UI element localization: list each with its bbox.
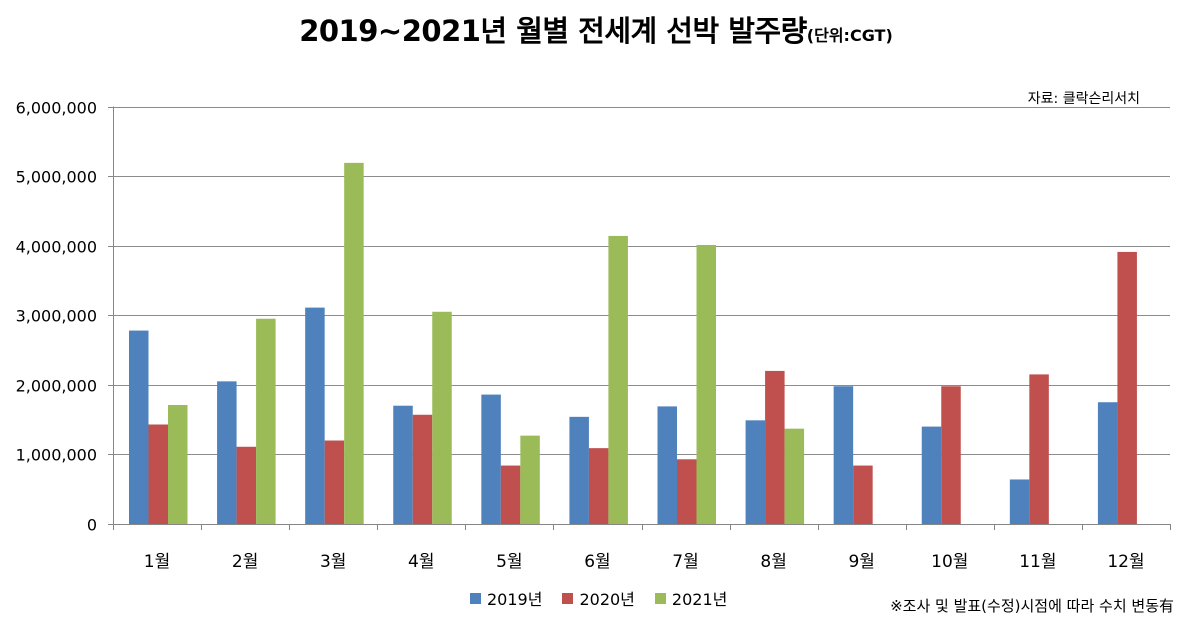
legend-item: 2019년 — [470, 586, 542, 610]
legend-item: 2020년 — [562, 586, 635, 610]
legend-item: 2021년 — [654, 586, 728, 610]
legend-label: 2020년 — [579, 590, 635, 609]
bar-2020년-3월 — [324, 440, 345, 524]
bar-2019년-1월 — [129, 330, 149, 524]
x-tick-label: 4월 — [408, 552, 434, 572]
legend: 2019년 2020년 2021년 — [470, 586, 727, 610]
y-tick-label: 2,000,000 — [16, 377, 97, 396]
bar-2019년-10월 — [921, 426, 942, 524]
bar-2020년-7월 — [677, 459, 697, 524]
bar-2020년-10월 — [941, 386, 961, 524]
bar-2019년-3월 — [305, 307, 325, 524]
chart-title-unit: (단위:CGT) — [806, 26, 893, 45]
legend-swatch — [654, 592, 666, 604]
bar-2021년-7월 — [696, 244, 716, 525]
y-tick-label: 4,000,000 — [16, 238, 97, 257]
legend-label: 2021년 — [671, 590, 728, 609]
bar-2021년-8월 — [784, 428, 805, 524]
bar-2021년-2월 — [256, 318, 276, 524]
chart-title-main: 2019~2021년 월별 전세계 선박 발주량 — [299, 14, 807, 48]
x-tick-label: 7월 — [672, 552, 698, 572]
bar-2020년-9월 — [853, 465, 873, 524]
bar-2019년-2월 — [217, 381, 237, 524]
x-tick-label: 8월 — [760, 552, 786, 572]
bar-2019년-6월 — [569, 416, 589, 524]
legend-swatch — [470, 592, 481, 604]
bar-2019년-12월 — [1097, 402, 1118, 524]
bar-2020년-4월 — [412, 414, 433, 524]
x-tick-label: 10월 — [931, 552, 968, 572]
y-tick-label: 0 — [87, 516, 97, 535]
bar-2019년-4월 — [393, 405, 413, 524]
footnote: ※조사 및 발표(수정)시점에 따라 수치 변동有 — [890, 597, 1174, 615]
x-tick-label: 12월 — [1107, 552, 1144, 572]
legend-label: 2019년 — [487, 590, 543, 609]
legend-swatch — [562, 592, 574, 604]
bar-2020년-1월 — [148, 424, 168, 524]
y-tick-label: 6,000,000 — [16, 99, 97, 118]
bar-2021년-1월 — [168, 405, 188, 524]
bar-2020년-5월 — [500, 465, 521, 524]
x-tick-label: 6월 — [584, 552, 610, 572]
bar-2021년-5월 — [520, 435, 540, 524]
x-tick-label: 5월 — [496, 552, 522, 572]
x-tick-label: 9월 — [848, 552, 874, 572]
bar-2020년-12월 — [1117, 251, 1137, 524]
y-tick-label: 5,000,000 — [16, 168, 97, 187]
x-tick-label: 3월 — [320, 552, 346, 572]
bar-2020년-2월 — [236, 446, 257, 524]
bar-2019년-5월 — [481, 394, 501, 524]
bar-2019년-11월 — [1009, 479, 1030, 524]
y-tick-label: 3,000,000 — [16, 307, 97, 326]
x-tick-label: 11월 — [1019, 552, 1056, 572]
bar-2020년-11월 — [1029, 374, 1049, 524]
bar-2019년-9월 — [833, 386, 854, 524]
bar-2021년-3월 — [344, 162, 364, 525]
bar-2019년-7월 — [657, 406, 677, 524]
x-tick-label: 2월 — [232, 552, 258, 572]
x-tick-label: 1월 — [144, 552, 170, 572]
source-note: 자료: 클락슨리서치 — [1027, 91, 1140, 107]
bar-2021년-4월 — [432, 311, 452, 524]
bar-2021년-6월 — [608, 235, 628, 525]
bar-2019년-8월 — [745, 420, 766, 524]
chart-title: 2019~2021년 월별 전세계 선박 발주량(단위:CGT) — [0, 8, 1192, 50]
bar-2020년-6월 — [588, 448, 609, 524]
y-tick-label: 1,000,000 — [16, 446, 97, 465]
bar-2020년-8월 — [765, 370, 785, 524]
